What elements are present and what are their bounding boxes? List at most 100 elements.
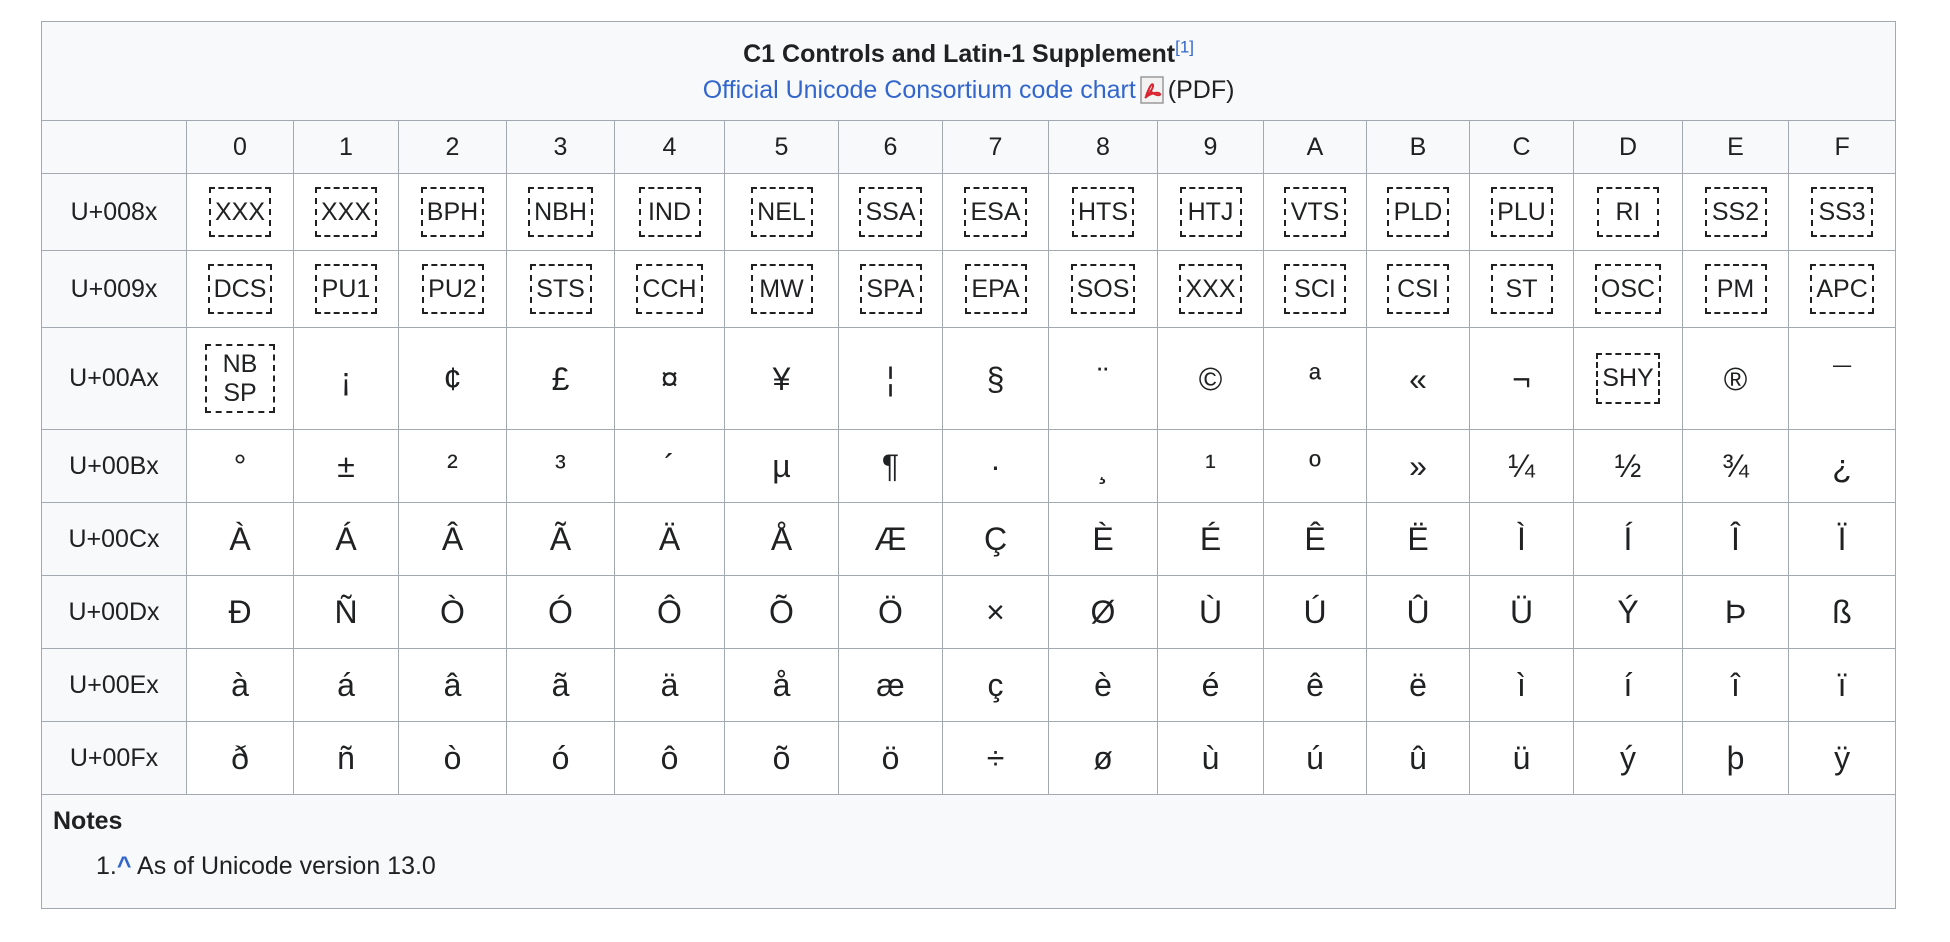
character-cell[interactable]: Î [1682,502,1789,576]
character-cell[interactable]: Û [1366,575,1470,649]
control-code-cell[interactable]: PM [1682,250,1789,328]
character-cell[interactable]: ã [506,648,615,722]
character-cell[interactable]: ¹ [1157,429,1264,503]
control-code-cell[interactable]: SSA [838,173,943,251]
character-cell[interactable]: ú [1263,721,1367,795]
character-cell[interactable]: ï [1787,648,1897,722]
control-code-cell[interactable]: SHY [1573,327,1683,430]
character-cell[interactable]: º [1263,429,1367,503]
control-code-cell[interactable]: IND [614,173,725,251]
control-code-cell[interactable]: PU2 [398,250,507,328]
character-cell[interactable]: ® [1682,327,1789,430]
character-cell[interactable]: Á [293,502,399,576]
character-cell[interactable]: · [942,429,1049,503]
character-cell[interactable]: É [1157,502,1264,576]
control-code-cell[interactable]: NBH [506,173,615,251]
character-cell[interactable]: © [1157,327,1264,430]
character-cell[interactable]: § [942,327,1049,430]
character-cell[interactable]: æ [838,648,943,722]
character-cell[interactable]: ä [614,648,725,722]
character-cell[interactable]: þ [1682,721,1789,795]
character-cell[interactable]: ´ [614,429,725,503]
control-code-cell[interactable]: ESA [942,173,1049,251]
character-cell[interactable]: ¼ [1469,429,1574,503]
character-cell[interactable]: × [942,575,1049,649]
character-cell[interactable]: ¿ [1787,429,1897,503]
character-cell[interactable]: ¸ [1048,429,1158,503]
character-cell[interactable]: ² [398,429,507,503]
character-cell[interactable]: ù [1157,721,1264,795]
control-code-cell[interactable]: NB SP [186,327,294,430]
control-code-cell[interactable]: SS3 [1787,173,1897,251]
character-cell[interactable]: ñ [293,721,399,795]
character-cell[interactable]: í [1573,648,1683,722]
character-cell[interactable]: ½ [1573,429,1683,503]
control-code-cell[interactable]: XXX [293,173,399,251]
character-cell[interactable]: Ø [1048,575,1158,649]
character-cell[interactable]: ¡ [293,327,399,430]
control-code-cell[interactable]: RI [1573,173,1683,251]
control-code-cell[interactable]: CSI [1366,250,1470,328]
character-cell[interactable]: Ñ [293,575,399,649]
character-cell[interactable]: ó [506,721,615,795]
character-cell[interactable]: ° [186,429,294,503]
character-cell[interactable]: ÿ [1787,721,1897,795]
character-cell[interactable]: é [1157,648,1264,722]
control-code-cell[interactable]: PU1 [293,250,399,328]
control-code-cell[interactable]: BPH [398,173,507,251]
character-cell[interactable]: ¥ [724,327,839,430]
character-cell[interactable]: Ì [1469,502,1574,576]
control-code-cell[interactable]: SCI [1263,250,1367,328]
character-cell[interactable]: ô [614,721,725,795]
code-chart-link[interactable]: Official Unicode Consortium code chart [702,76,1136,104]
character-cell[interactable]: ß [1787,575,1897,649]
character-cell[interactable]: ¢ [398,327,507,430]
character-cell[interactable]: Æ [838,502,943,576]
character-cell[interactable]: ö [838,721,943,795]
control-code-cell[interactable]: VTS [1263,173,1367,251]
character-cell[interactable]: ø [1048,721,1158,795]
character-cell[interactable]: £ [506,327,615,430]
character-cell[interactable]: È [1048,502,1158,576]
character-cell[interactable]: è [1048,648,1158,722]
character-cell[interactable]: ì [1469,648,1574,722]
character-cell[interactable]: ü [1469,721,1574,795]
control-code-cell[interactable]: DCS [186,250,294,328]
control-code-cell[interactable]: PLU [1469,173,1574,251]
control-code-cell[interactable]: HTS [1048,173,1158,251]
note-backlink[interactable]: ^ [116,852,132,880]
character-cell[interactable]: « [1366,327,1470,430]
character-cell[interactable]: µ [724,429,839,503]
character-cell[interactable]: ¨ [1048,327,1158,430]
character-cell[interactable]: Þ [1682,575,1789,649]
control-code-cell[interactable]: CCH [614,250,725,328]
character-cell[interactable]: ¬ [1469,327,1574,430]
character-cell[interactable]: û [1366,721,1470,795]
pdf-file-icon[interactable] [1140,76,1166,104]
footnote-ref-link[interactable]: [1] [1175,37,1195,57]
character-cell[interactable]: À [186,502,294,576]
character-cell[interactable]: Ù [1157,575,1264,649]
character-cell[interactable]: ¤ [614,327,725,430]
character-cell[interactable]: Ê [1263,502,1367,576]
character-cell[interactable]: Ë [1366,502,1470,576]
character-cell[interactable]: » [1366,429,1470,503]
character-cell[interactable]: ¦ [838,327,943,430]
character-cell[interactable]: Ç [942,502,1049,576]
character-cell[interactable]: â [398,648,507,722]
character-cell[interactable]: Â [398,502,507,576]
control-code-cell[interactable]: STS [506,250,615,328]
character-cell[interactable]: Ü [1469,575,1574,649]
control-code-cell[interactable]: EPA [942,250,1049,328]
character-cell[interactable]: ¶ [838,429,943,503]
control-code-cell[interactable]: XXX [1157,250,1264,328]
character-cell[interactable]: à [186,648,294,722]
character-cell[interactable]: Í [1573,502,1683,576]
character-cell[interactable]: Ó [506,575,615,649]
character-cell[interactable]: å [724,648,839,722]
character-cell[interactable]: õ [724,721,839,795]
character-cell[interactable]: Ô [614,575,725,649]
character-cell[interactable]: Ú [1263,575,1367,649]
control-code-cell[interactable]: SOS [1048,250,1158,328]
character-cell[interactable]: î [1682,648,1789,722]
